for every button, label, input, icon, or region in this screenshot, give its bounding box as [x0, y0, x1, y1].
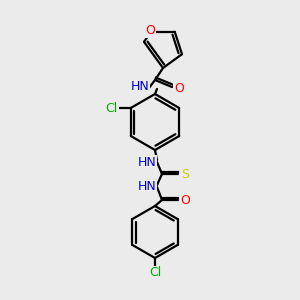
- Text: O: O: [145, 24, 155, 37]
- Text: HN: HN: [138, 155, 156, 169]
- Text: O: O: [174, 82, 184, 95]
- Text: O: O: [180, 194, 190, 206]
- Text: S: S: [181, 167, 189, 181]
- Text: Cl: Cl: [106, 101, 118, 115]
- Text: Cl: Cl: [149, 266, 161, 280]
- Text: HN: HN: [138, 181, 156, 194]
- Text: HN: HN: [130, 80, 149, 94]
